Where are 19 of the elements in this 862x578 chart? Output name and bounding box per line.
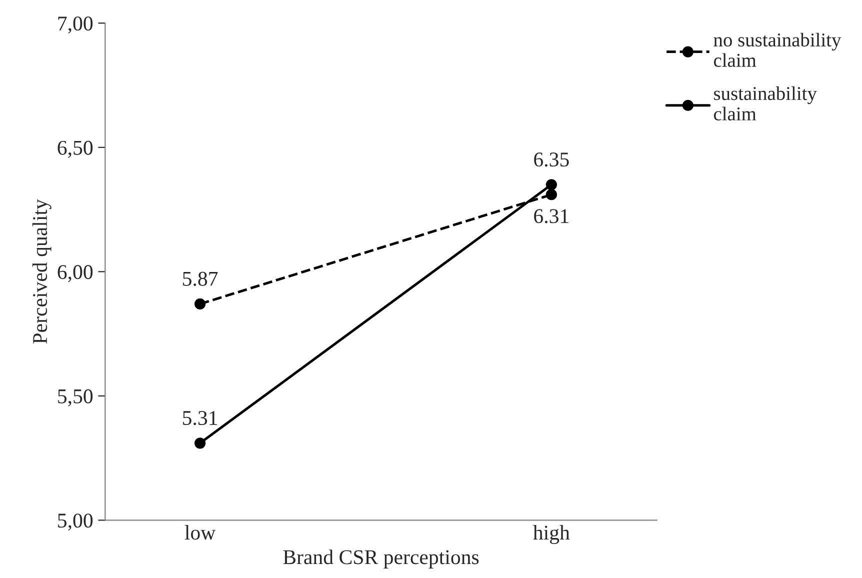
point xyxy=(546,179,557,190)
data-label: 5.87 xyxy=(183,272,218,286)
data-label: 6.31 xyxy=(534,209,568,224)
data-label: 6.35 xyxy=(534,152,569,167)
point xyxy=(194,298,206,310)
y-tick-label: 5,50 xyxy=(58,389,93,406)
y-axis-title: Perceived quality xyxy=(32,199,52,344)
y-tick-label: 5,00 xyxy=(58,514,93,531)
y-tick-label: 6,50 xyxy=(58,140,93,158)
legend-label: sustainability claim xyxy=(714,86,817,120)
data-label: 5.31 xyxy=(183,411,218,426)
y-tick-label: 7,00 xyxy=(58,16,93,34)
point xyxy=(546,189,557,200)
x-axis-title: Brand CSR perceptions xyxy=(283,550,479,568)
x-tick-label: low xyxy=(184,525,216,540)
x-tick-label: high xyxy=(533,525,570,544)
point xyxy=(194,438,206,449)
legend-label: no sustainability claim xyxy=(714,32,842,67)
y-tick-label: 6,00 xyxy=(58,265,93,282)
